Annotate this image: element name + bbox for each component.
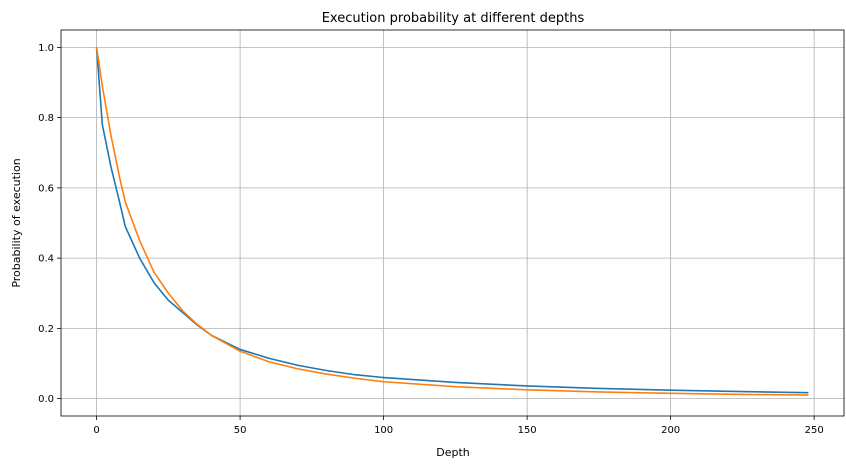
y-tick-label: 0.8 <box>38 113 54 124</box>
x-tick-label: 200 <box>661 425 680 436</box>
chart-title: Execution probability at different depth… <box>322 11 585 26</box>
x-axis: 0 50 100 150 200 250 <box>93 416 824 436</box>
x-tick-label: 100 <box>374 425 393 436</box>
x-tick-label: 0 <box>93 425 99 436</box>
x-tick-label: 50 <box>234 425 247 436</box>
x-tick-label: 150 <box>518 425 537 436</box>
series-group <box>95 47 809 396</box>
series-line-2 <box>95 47 809 396</box>
plot-frame <box>60 29 845 417</box>
x-axis-label: Depth <box>436 446 470 459</box>
y-tick-label: 0.4 <box>38 254 54 265</box>
y-axis: 0.0 0.2 0.4 0.6 0.8 1.0 <box>38 43 61 405</box>
series-line-1 <box>95 47 809 394</box>
y-tick-label: 0.6 <box>38 183 54 194</box>
grid <box>61 30 844 416</box>
y-tick-label: 0.0 <box>38 394 54 405</box>
y-tick-label: 1.0 <box>38 43 54 54</box>
y-axis-label: Probability of execution <box>10 158 23 287</box>
y-tick-label: 0.2 <box>38 324 54 335</box>
x-tick-label: 250 <box>805 425 824 436</box>
